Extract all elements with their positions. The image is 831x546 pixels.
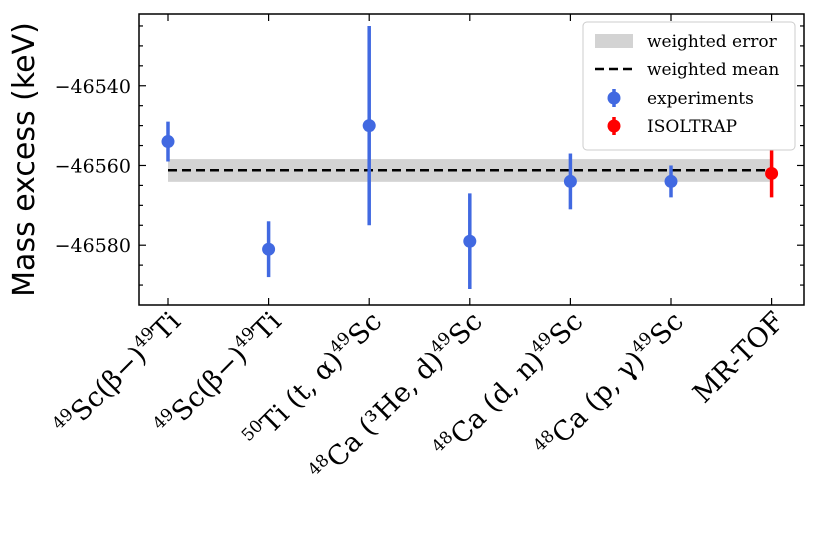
legend-handle-marker-experiments bbox=[607, 91, 621, 105]
x-category-label: MR-TOF bbox=[687, 306, 790, 409]
legend-label: experiments bbox=[647, 89, 754, 109]
data-points-layer bbox=[161, 25, 779, 290]
y-axis-label: Mass excess (keV) bbox=[7, 22, 42, 297]
legend-handle-weighted-error bbox=[595, 34, 633, 48]
data-point-experiments-0 bbox=[161, 135, 175, 149]
legend: weighted error weighted mean experiments IS… bbox=[582, 21, 796, 151]
y-tick-label: −46580 bbox=[55, 235, 131, 257]
x-category-label: 48Ca (³He, d)49Sc bbox=[304, 305, 489, 490]
data-point-experiments-1 bbox=[262, 242, 276, 256]
data-point-experiments-4 bbox=[563, 174, 577, 188]
data-point-experiments-3 bbox=[463, 234, 477, 248]
legend-handle-marker-isoltrap bbox=[607, 119, 621, 133]
legend-label: weighted mean bbox=[647, 60, 779, 80]
data-point-isoltrap-6 bbox=[765, 166, 779, 180]
ticks-layer: −46540 −46560 −46580 bbox=[55, 14, 804, 305]
legend-label: weighted error bbox=[647, 32, 778, 52]
y-tick-label: −46560 bbox=[55, 155, 131, 177]
legend-label: ISOLTRAP bbox=[647, 117, 737, 137]
legend-box bbox=[582, 21, 796, 151]
y-tick-label: −46540 bbox=[55, 76, 131, 98]
data-point-experiments-5 bbox=[664, 174, 678, 188]
data-point-experiments-2 bbox=[362, 119, 376, 133]
plot-frame bbox=[138, 13, 805, 306]
